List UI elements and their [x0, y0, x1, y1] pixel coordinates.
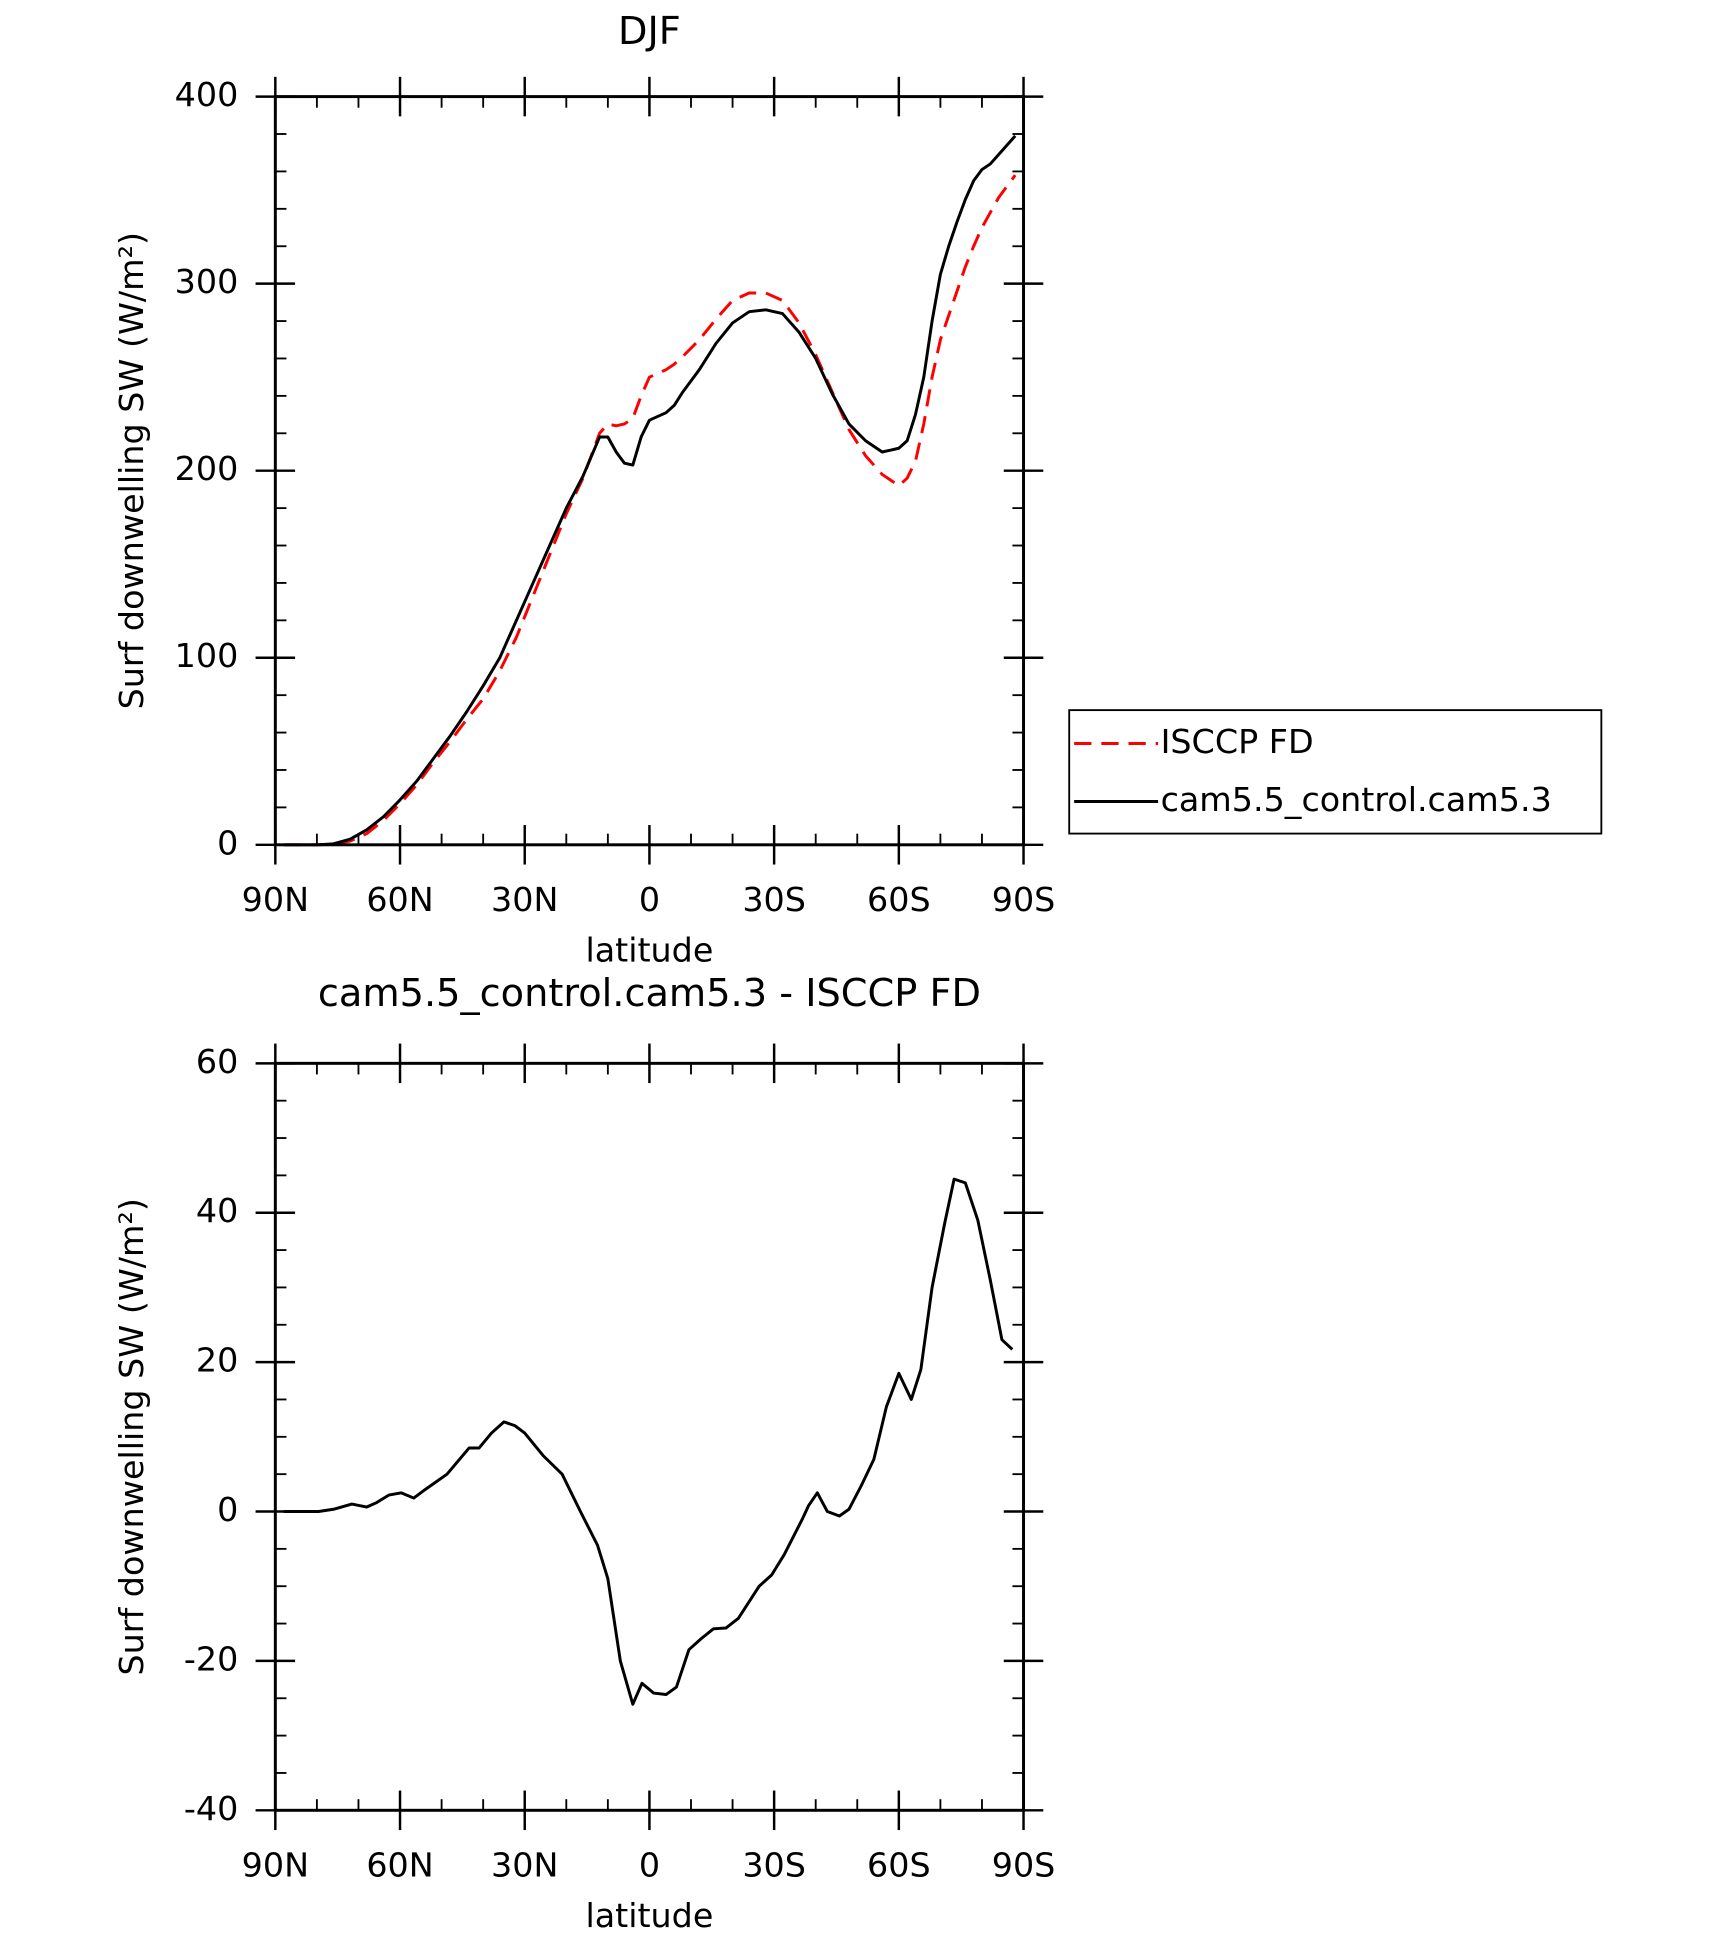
chart-title: cam5.5_control.cam5.3 - ISCCP FD — [318, 971, 981, 1016]
plot-frame — [273, 1061, 1026, 1812]
x-axis-label: latitude — [585, 931, 713, 970]
x-tick-label: 90N — [242, 1846, 309, 1885]
y-tick-label: 400 — [175, 75, 239, 114]
y-tick-label: 300 — [175, 262, 239, 301]
x-axis-label: latitude — [585, 1896, 713, 1935]
data-line — [283, 174, 1017, 847]
y-tick-label: 0 — [217, 823, 238, 862]
x-tick-label: 0 — [639, 880, 660, 919]
x-tick-label: 0 — [639, 1846, 660, 1885]
y-tick-label: 60 — [196, 1042, 238, 1081]
data-line — [283, 1177, 1014, 1706]
chart-title: DJF — [618, 9, 681, 54]
legend-box — [1068, 709, 1603, 835]
x-tick-label: 90S — [992, 1846, 1056, 1885]
x-tick-label: 60S — [867, 1846, 931, 1885]
y-tick-label: 20 — [196, 1341, 238, 1380]
y-tick-label: -40 — [184, 1789, 238, 1828]
plot-frame — [273, 95, 1026, 847]
y-axis-label: Surf downwelling SW (W/m²) — [112, 232, 151, 709]
y-tick-label: 0 — [217, 1490, 238, 1529]
x-tick-label: 30N — [491, 880, 558, 919]
x-tick-label: 30S — [742, 1846, 806, 1885]
x-tick-label: 90N — [242, 880, 309, 919]
y-tick-label: 200 — [175, 449, 239, 488]
data-line — [283, 134, 1017, 847]
y-axis-label: Surf downwelling SW (W/m²) — [112, 1198, 151, 1675]
x-tick-label: 60N — [366, 1846, 433, 1885]
legend-label: cam5.5_control.cam5.3 — [1161, 780, 1552, 819]
x-tick-label: 60N — [366, 880, 433, 919]
y-tick-label: 100 — [175, 636, 239, 675]
x-tick-label: 90S — [992, 880, 1056, 919]
x-tick-label: 30S — [742, 880, 806, 919]
legend-label: ISCCP FD — [1161, 722, 1314, 761]
x-tick-label: 60S — [867, 880, 931, 919]
y-tick-label: -20 — [184, 1639, 238, 1678]
y-tick-label: 40 — [196, 1191, 238, 1230]
x-tick-label: 30N — [491, 1846, 558, 1885]
